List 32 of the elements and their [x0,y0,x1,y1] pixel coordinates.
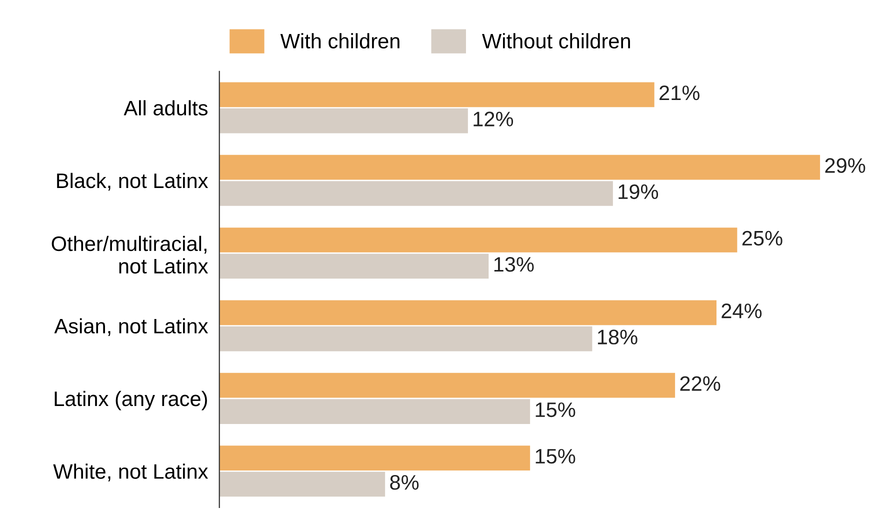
data-label: 15% [536,402,576,418]
y-tick-label: White, not Latinx [53,464,208,482]
data-label: 13% [494,257,534,272]
data-label: 19% [618,184,658,200]
legend-label: With children [280,33,400,48]
y-tick-label: Black, not Latinx [57,172,208,191]
data-label: 22% [680,376,720,391]
data-label: 21% [660,85,700,100]
data-label: 8% [390,475,419,490]
legend-label: Without children [482,33,630,48]
y-tick-label: All adults [124,100,208,116]
data-label: 18% [598,330,638,344]
data-label: 24% [722,304,762,318]
bar [219,181,613,206]
bar [219,108,468,134]
bar [219,446,530,470]
bar [219,82,654,108]
y-tick-label: Asian, not Latinx [54,318,208,336]
bar [219,254,489,279]
y-tick-label: Other/multiracial, not Latinx [52,236,208,274]
data-label: 25% [742,230,782,246]
data-label: 15% [536,448,576,464]
data-label: 29% [825,158,866,173]
bar [219,472,386,497]
bar [219,372,676,398]
bar [219,228,738,252]
bar [219,326,592,352]
bar [219,300,716,326]
bar [219,154,820,180]
y-tick-label: Latinx (any race) [54,390,207,410]
bar [219,399,530,424]
data-label: 12% [474,112,514,126]
